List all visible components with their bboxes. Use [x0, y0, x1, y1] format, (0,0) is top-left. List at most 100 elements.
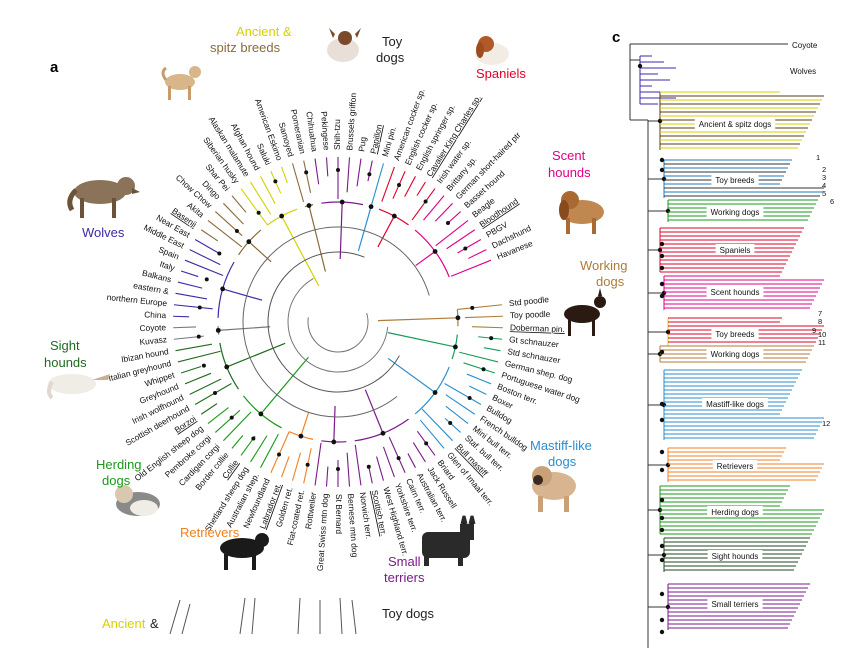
leaf-branch [471, 326, 503, 329]
leaf-branch [325, 157, 329, 177]
node-dot [665, 329, 671, 335]
node-dot [201, 363, 206, 368]
leaf-branch [466, 373, 492, 385]
leaf-branch [303, 160, 312, 193]
node-dot [368, 204, 374, 210]
node-dot [659, 401, 665, 407]
node-dot [336, 467, 340, 471]
leaf-label: Bernese mtn dog [346, 493, 360, 558]
group-mastiff-line1: Mastiff-like [530, 438, 592, 453]
leaf-branch [423, 195, 445, 221]
node-dot [470, 305, 475, 310]
label-wolves: Wolves [790, 67, 816, 76]
labrador-icon [220, 533, 269, 570]
group-sight-line2: hounds [44, 355, 87, 370]
leaf-branch [435, 219, 469, 247]
leaf-branch [356, 158, 362, 187]
clade-label: Mastiff-like dogs [706, 400, 764, 409]
group-working-line1: Working [580, 258, 627, 273]
clade-stem [248, 241, 272, 263]
clade-label-bg [711, 174, 759, 185]
node-dot [481, 367, 486, 372]
node-dot [659, 157, 665, 163]
clade-stem [387, 332, 456, 348]
node-dot [331, 439, 337, 445]
clade-label: Working dogs [711, 208, 760, 217]
node-dot [397, 182, 402, 187]
clade-label: Ancient & spitz dogs [699, 120, 771, 129]
node-dot [659, 293, 665, 299]
leaf-branch [411, 188, 436, 221]
group-toy-line1: Toy [382, 34, 403, 49]
papillon-icon [327, 28, 361, 62]
clade-label-bg [706, 286, 764, 297]
group-retrievers: Retrievers [180, 525, 240, 540]
leaf-branch [444, 417, 461, 433]
clade-stem [387, 357, 436, 394]
node-dot [659, 281, 665, 287]
node-dot [659, 349, 665, 355]
clade-stem [333, 405, 336, 442]
basenji-icon [161, 66, 201, 100]
leaf-label: Italy [158, 259, 176, 274]
leaf-branch [325, 466, 329, 487]
leaf-branch [291, 452, 302, 481]
leaf-branch [260, 176, 276, 204]
node-dot [659, 449, 665, 455]
clade-label: Scent hounds [711, 288, 760, 297]
leaf-label: Brussels griffon [344, 92, 358, 150]
clade-label-bg [702, 398, 768, 409]
leaf-label: Pekingese [319, 111, 332, 151]
leaf-branch [177, 350, 221, 363]
leaf-label: Std poodle [508, 294, 549, 308]
clade-number: 8 [818, 317, 822, 326]
bullmastiff-icon [532, 466, 576, 512]
collie-icon [115, 485, 160, 516]
clade-number: 10 [818, 330, 826, 339]
node-dot [455, 315, 461, 321]
leaf-branch [189, 249, 221, 266]
node-dot [256, 210, 261, 215]
leaf-branch [446, 229, 476, 250]
leaf-branch [459, 351, 499, 363]
node-dot [273, 179, 278, 184]
node-dot [215, 327, 221, 333]
node-dot [423, 199, 428, 204]
node-dot [246, 239, 252, 245]
clade-number: 1 [816, 153, 820, 162]
clade-label: Herding dogs [711, 508, 759, 517]
group-spaniels: Spaniels [476, 66, 526, 81]
leaf-branch [354, 444, 362, 486]
clade-number: 3 [822, 173, 826, 182]
leaf-branch [367, 160, 373, 182]
node-dot [659, 515, 665, 521]
leaf-branch [281, 166, 288, 184]
node-dot [659, 265, 665, 271]
leaf-branch [450, 259, 492, 277]
group-toy-line2: dogs [376, 50, 405, 65]
leaf-branch [250, 435, 268, 463]
leaf-label: Doberman pin. [510, 322, 565, 334]
leaf-label: St Bernard [334, 494, 344, 534]
borzoi-icon [47, 374, 110, 400]
leaf-branch [173, 315, 190, 318]
wolf-icon [67, 177, 140, 218]
clade-stem [357, 206, 372, 252]
clade-number: 9 [812, 326, 816, 335]
node-dot [391, 213, 397, 219]
leaf-branch [200, 403, 218, 415]
leaf-branch [173, 304, 213, 310]
node-dot [659, 543, 665, 549]
node-dot [197, 305, 202, 310]
leaf-branch [314, 442, 322, 486]
clade-stem [226, 342, 286, 368]
leaf-branch [404, 176, 416, 197]
node-dot [659, 497, 665, 503]
clade-label-bg [694, 118, 776, 129]
bottom-amp: & [150, 616, 159, 631]
clade-label-bg [707, 598, 763, 609]
leaf-branch [464, 315, 503, 319]
leaf-branch [260, 433, 279, 468]
